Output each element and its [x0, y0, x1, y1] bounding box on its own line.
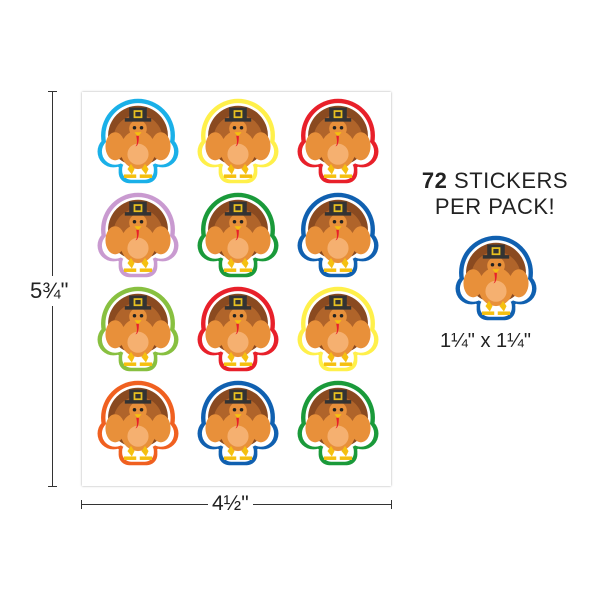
turkey-sticker	[194, 97, 282, 185]
turkey-sticker	[294, 97, 382, 185]
turkey-sticker	[94, 285, 182, 373]
turkey-sticker	[294, 285, 382, 373]
sticker-sheet	[82, 92, 391, 486]
turkey-sticker	[294, 191, 382, 279]
sticker-count-headline: 72 STICKERS PER PACK!	[415, 168, 575, 220]
width-label: 4½"	[208, 492, 253, 516]
turkey-sticker	[94, 379, 182, 467]
turkey-sticker	[194, 191, 282, 279]
turkey-sticker	[94, 97, 182, 185]
height-label: 5¾"	[30, 276, 69, 306]
width-dimension-cap	[81, 500, 82, 509]
sample-turkey-sticker	[452, 234, 540, 322]
height-dimension-cap	[48, 486, 57, 487]
width-dimension-cap	[391, 500, 392, 509]
turkey-sticker	[294, 379, 382, 467]
turkey-sticker	[194, 379, 282, 467]
sticker-count: 72	[421, 168, 448, 193]
turkey-sticker	[194, 285, 282, 373]
turkey-sticker	[94, 191, 182, 279]
height-dimension-cap	[48, 91, 57, 92]
headline-line2: PER PACK!	[434, 194, 556, 219]
headline-line1: STICKERS	[454, 168, 569, 193]
sticker-size-label: 1¼" x 1¼"	[440, 330, 531, 352]
